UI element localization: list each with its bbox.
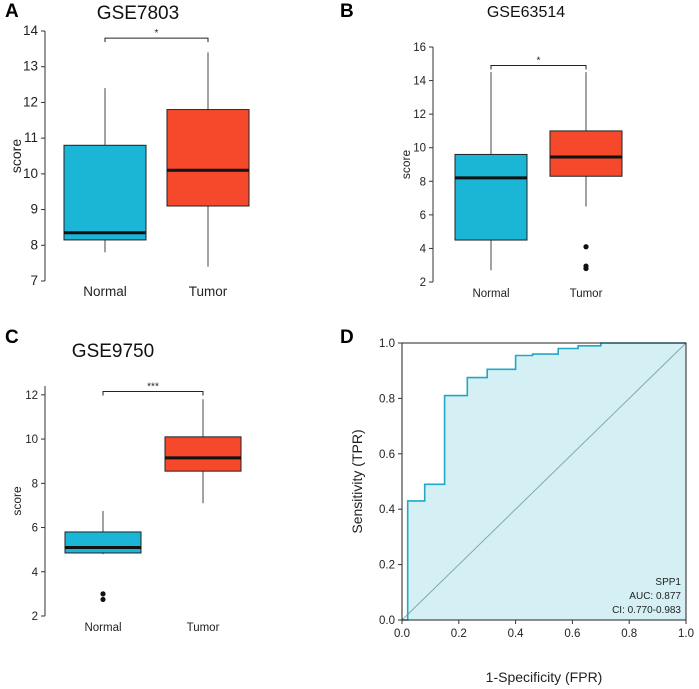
legend: SPP1 AUC: 0.877 CI: 0.770-0.983 — [612, 577, 681, 616]
y-tick-label: 0.0 — [379, 615, 395, 627]
y-tick-label: 14 — [413, 76, 426, 88]
significance-stars: *** — [147, 382, 159, 393]
bracket-line — [490, 64, 587, 70]
box-body — [63, 144, 147, 241]
box-normal — [454, 72, 528, 271]
panel-a-boxplot: GSE7803 7 8 9 10 11 12 13 14 score Normal Tumor * — [8, 3, 250, 299]
x-tick-label: 0.0 — [394, 628, 410, 640]
outlier-point — [583, 244, 589, 250]
box-body — [164, 436, 242, 472]
y-axis-label: score — [10, 486, 24, 516]
outlier-point — [100, 596, 106, 603]
y-tick-label: 9 — [30, 202, 38, 217]
y-tick-label: 2 — [32, 611, 38, 623]
panel-letter-a: A — [5, 1, 19, 22]
x-tick-label: 0.8 — [621, 628, 637, 640]
y-tick-label: 2 — [420, 277, 426, 289]
roc-curve-line — [402, 342, 686, 621]
legend-ci: CI: 0.770-0.983 — [612, 605, 681, 616]
y-tick-label: 10 — [413, 143, 426, 155]
y-tick-label: 1.0 — [379, 338, 395, 350]
y-tick-label: 8 — [30, 237, 38, 252]
x-category-label: Normal — [84, 622, 121, 634]
panel-d-roc-curve: 0.0 0.2 0.4 0.6 0.8 1.0 0.0 0.2 0.4 0.6 0.8 1.0 1-Sp… — [349, 338, 694, 685]
y-tick-label: 8 — [32, 478, 38, 490]
significance-bracket: * — [490, 55, 587, 70]
outlier-point — [100, 591, 106, 597]
chart-title: GSE63514 — [487, 4, 565, 21]
legend-auc: AUC: 0.877 — [629, 591, 681, 602]
y-tick-label: 16 — [413, 42, 426, 54]
panel-b-boxplot: GSE63514 2 4 6 8 10 12 14 16 score Normal Tumor * — [399, 4, 623, 300]
chart-title: GSE7803 — [97, 3, 179, 24]
x-category-label: Tumor — [570, 288, 603, 300]
y-tick-label: 13 — [23, 59, 38, 74]
y-tick-label: 12 — [25, 390, 38, 402]
y-tick-label: 12 — [413, 109, 426, 121]
box-normal — [63, 88, 147, 253]
y-tick-label: 4 — [32, 567, 39, 579]
box-body — [166, 109, 250, 207]
y-axis-label: score — [399, 150, 413, 180]
x-tick-label: 1.0 — [678, 628, 694, 640]
y-tick-label: 0.6 — [379, 449, 395, 461]
y-axis-label: Sensitivity (TPR) — [349, 429, 365, 533]
significance-stars: * — [537, 55, 541, 66]
y-tick-label: 0.4 — [379, 504, 396, 516]
box-normal — [64, 510, 142, 603]
diagonal-reference-line — [401, 342, 687, 621]
x-tick-label: 0.2 — [451, 628, 467, 640]
panel-letter-d: D — [340, 327, 354, 348]
panel-c-boxplot: GSE9750 2 4 6 8 10 12 score Normal Tumor *** — [10, 341, 242, 634]
y-tick-label: 7 — [30, 273, 38, 288]
outlier-point — [583, 265, 589, 272]
y-tick-label: 14 — [23, 23, 39, 38]
panel-letter-b: B — [340, 1, 354, 22]
box-tumor — [166, 52, 250, 267]
legend-name: SPP1 — [655, 577, 681, 588]
y-tick-label: 0.8 — [379, 393, 395, 405]
box-tumor — [549, 72, 623, 272]
x-category-label: Tumor — [189, 284, 228, 299]
x-tick-label: 0.6 — [564, 628, 580, 640]
significance-bracket: * — [104, 28, 209, 43]
y-tick-label: 11 — [24, 130, 38, 145]
y-tick-label: 10 — [23, 166, 38, 181]
panel-letter-c: C — [5, 327, 19, 348]
y-tick-label: 8 — [420, 176, 426, 188]
y-axis-label: score — [8, 139, 24, 173]
x-tick-label: 0.4 — [508, 628, 525, 640]
x-category-label: Tumor — [187, 622, 220, 634]
box-body — [549, 130, 623, 177]
y-tick-label: 10 — [25, 434, 38, 446]
plot-frame — [401, 342, 687, 621]
y-tick-label: 4 — [420, 243, 427, 255]
significance-stars: * — [155, 28, 159, 39]
y-tick-label: 12 — [23, 94, 38, 109]
x-category-label: Normal — [472, 288, 509, 300]
x-category-label: Normal — [83, 284, 127, 299]
chart-title: GSE9750 — [72, 341, 154, 362]
y-tick-label: 6 — [420, 210, 426, 222]
x-axis-label: 1-Specificity (FPR) — [486, 669, 603, 685]
bracket-line — [102, 391, 204, 396]
bracket-line — [104, 37, 209, 43]
y-tick-label: 0.2 — [379, 560, 395, 572]
box-body — [64, 531, 142, 554]
box-body — [454, 153, 528, 241]
significance-bracket: *** — [102, 382, 204, 396]
y-tick-label: 6 — [32, 523, 38, 535]
box-tumor — [164, 399, 242, 504]
